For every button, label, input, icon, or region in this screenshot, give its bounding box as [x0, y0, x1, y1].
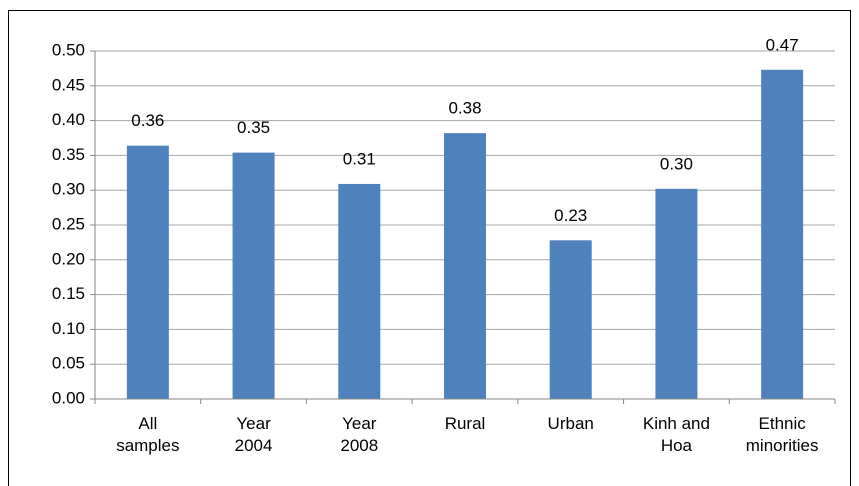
x-tick-label: Kinh and Hoa: [642, 414, 710, 455]
y-tick-label: 0.30: [52, 180, 85, 199]
bar: [126, 145, 169, 399]
y-tick-label: 0.10: [52, 319, 85, 338]
bar: [232, 152, 275, 399]
value-label: 0.38: [448, 99, 481, 118]
y-tick-label: 0.40: [52, 110, 85, 129]
value-label: 0.35: [237, 118, 270, 137]
bar: [655, 188, 698, 399]
x-tick-label: Urban: [547, 414, 594, 433]
bar: [338, 183, 381, 399]
y-tick-label: 0.15: [52, 284, 85, 303]
y-tick-label: 0.35: [52, 145, 85, 164]
y-tick-label: 0.20: [52, 249, 85, 268]
x-tick-label: Rural: [444, 414, 486, 433]
bar: [549, 240, 592, 399]
value-label: 0.31: [343, 149, 376, 168]
y-tick-label: 0.50: [52, 40, 85, 59]
value-label: 0.30: [660, 154, 693, 173]
bar: [444, 133, 486, 400]
x-tick-label: Ethnic minorities: [745, 414, 819, 455]
value-label: 0.36: [131, 111, 164, 130]
x-tick-label: All samples: [116, 414, 180, 455]
y-tick-label: 0.45: [52, 75, 85, 94]
value-label: 0.23: [554, 206, 587, 225]
frame: [8, 10, 851, 486]
y-tick-label: 0.25: [52, 214, 85, 233]
y-tick-label: 0.05: [52, 354, 85, 373]
value-label: 0.47: [766, 35, 799, 54]
x-tick-label: Year 2004: [234, 414, 273, 455]
bar: [761, 69, 804, 400]
x-tick-label: Year 2008: [340, 414, 379, 455]
y-tick-label: 0.00: [52, 388, 85, 407]
